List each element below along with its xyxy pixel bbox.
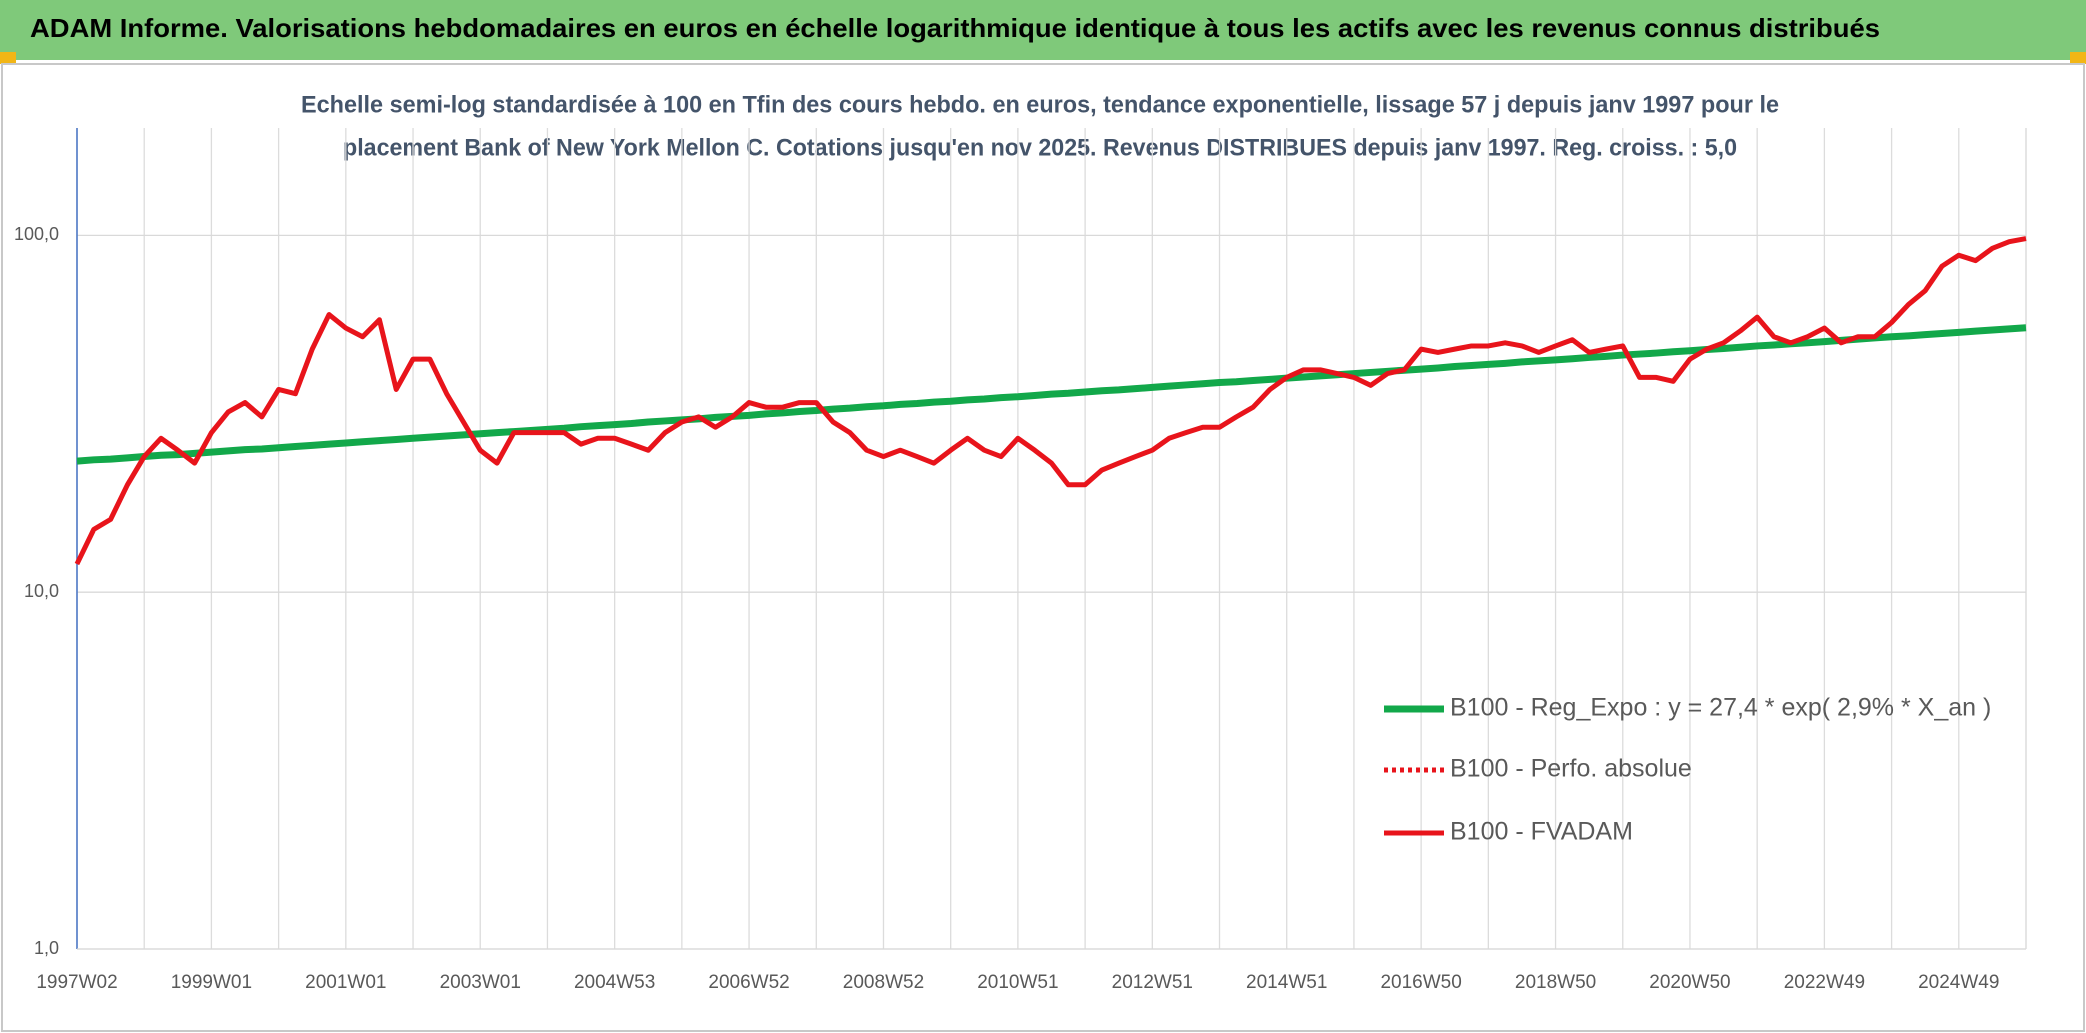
legend-label: B100 - Perfo. absolue xyxy=(1450,755,1692,783)
series-line xyxy=(74,236,2027,566)
x-tick-label: 2012W51 xyxy=(1112,972,1193,993)
corner-marker xyxy=(2070,52,2086,64)
x-tick-label: 2010W51 xyxy=(977,972,1058,993)
series-line xyxy=(76,324,2027,465)
y-tick-label: 1,0 xyxy=(34,938,59,958)
x-tick-label: 2016W50 xyxy=(1380,972,1461,993)
x-tick-label: 2008W52 xyxy=(843,972,924,993)
y-tick-label: 100,0 xyxy=(14,224,59,244)
x-tick-label: 2006W52 xyxy=(708,972,789,993)
x-tick-label: 2001W01 xyxy=(305,972,386,993)
header-bar xyxy=(0,0,2086,60)
y-tick-label: 10,0 xyxy=(24,581,59,601)
x-tick-label: 1999W01 xyxy=(171,972,252,993)
chart-subtitle: Echelle semi-log standardisée à 100 en T… xyxy=(301,91,1779,118)
x-tick-label: 2004W53 xyxy=(574,972,655,993)
x-tick-label: 2014W51 xyxy=(1246,972,1327,993)
legend-label: B100 - FVADAM xyxy=(1450,818,1633,846)
chart-title: ADAM Informe. Valorisations hebdomadaire… xyxy=(30,13,1880,43)
series-line xyxy=(75,236,2027,565)
chart-subtitle: placement Bank of New York Mellon C. Cot… xyxy=(343,134,1737,161)
corner-marker xyxy=(0,52,16,64)
x-tick-label: 1997W02 xyxy=(36,972,117,993)
x-tick-label: 2024W49 xyxy=(1918,972,1999,993)
x-tick-label: 2022W49 xyxy=(1784,972,1865,993)
legend-label: B100 - Reg_Expo : y = 27,4 * exp( 2,9% *… xyxy=(1450,694,1991,722)
x-tick-label: 2018W50 xyxy=(1515,972,1596,993)
x-tick-label: 2003W01 xyxy=(440,972,521,993)
chart-frame xyxy=(1,63,2085,1032)
x-tick-label: 2020W50 xyxy=(1649,972,1730,993)
